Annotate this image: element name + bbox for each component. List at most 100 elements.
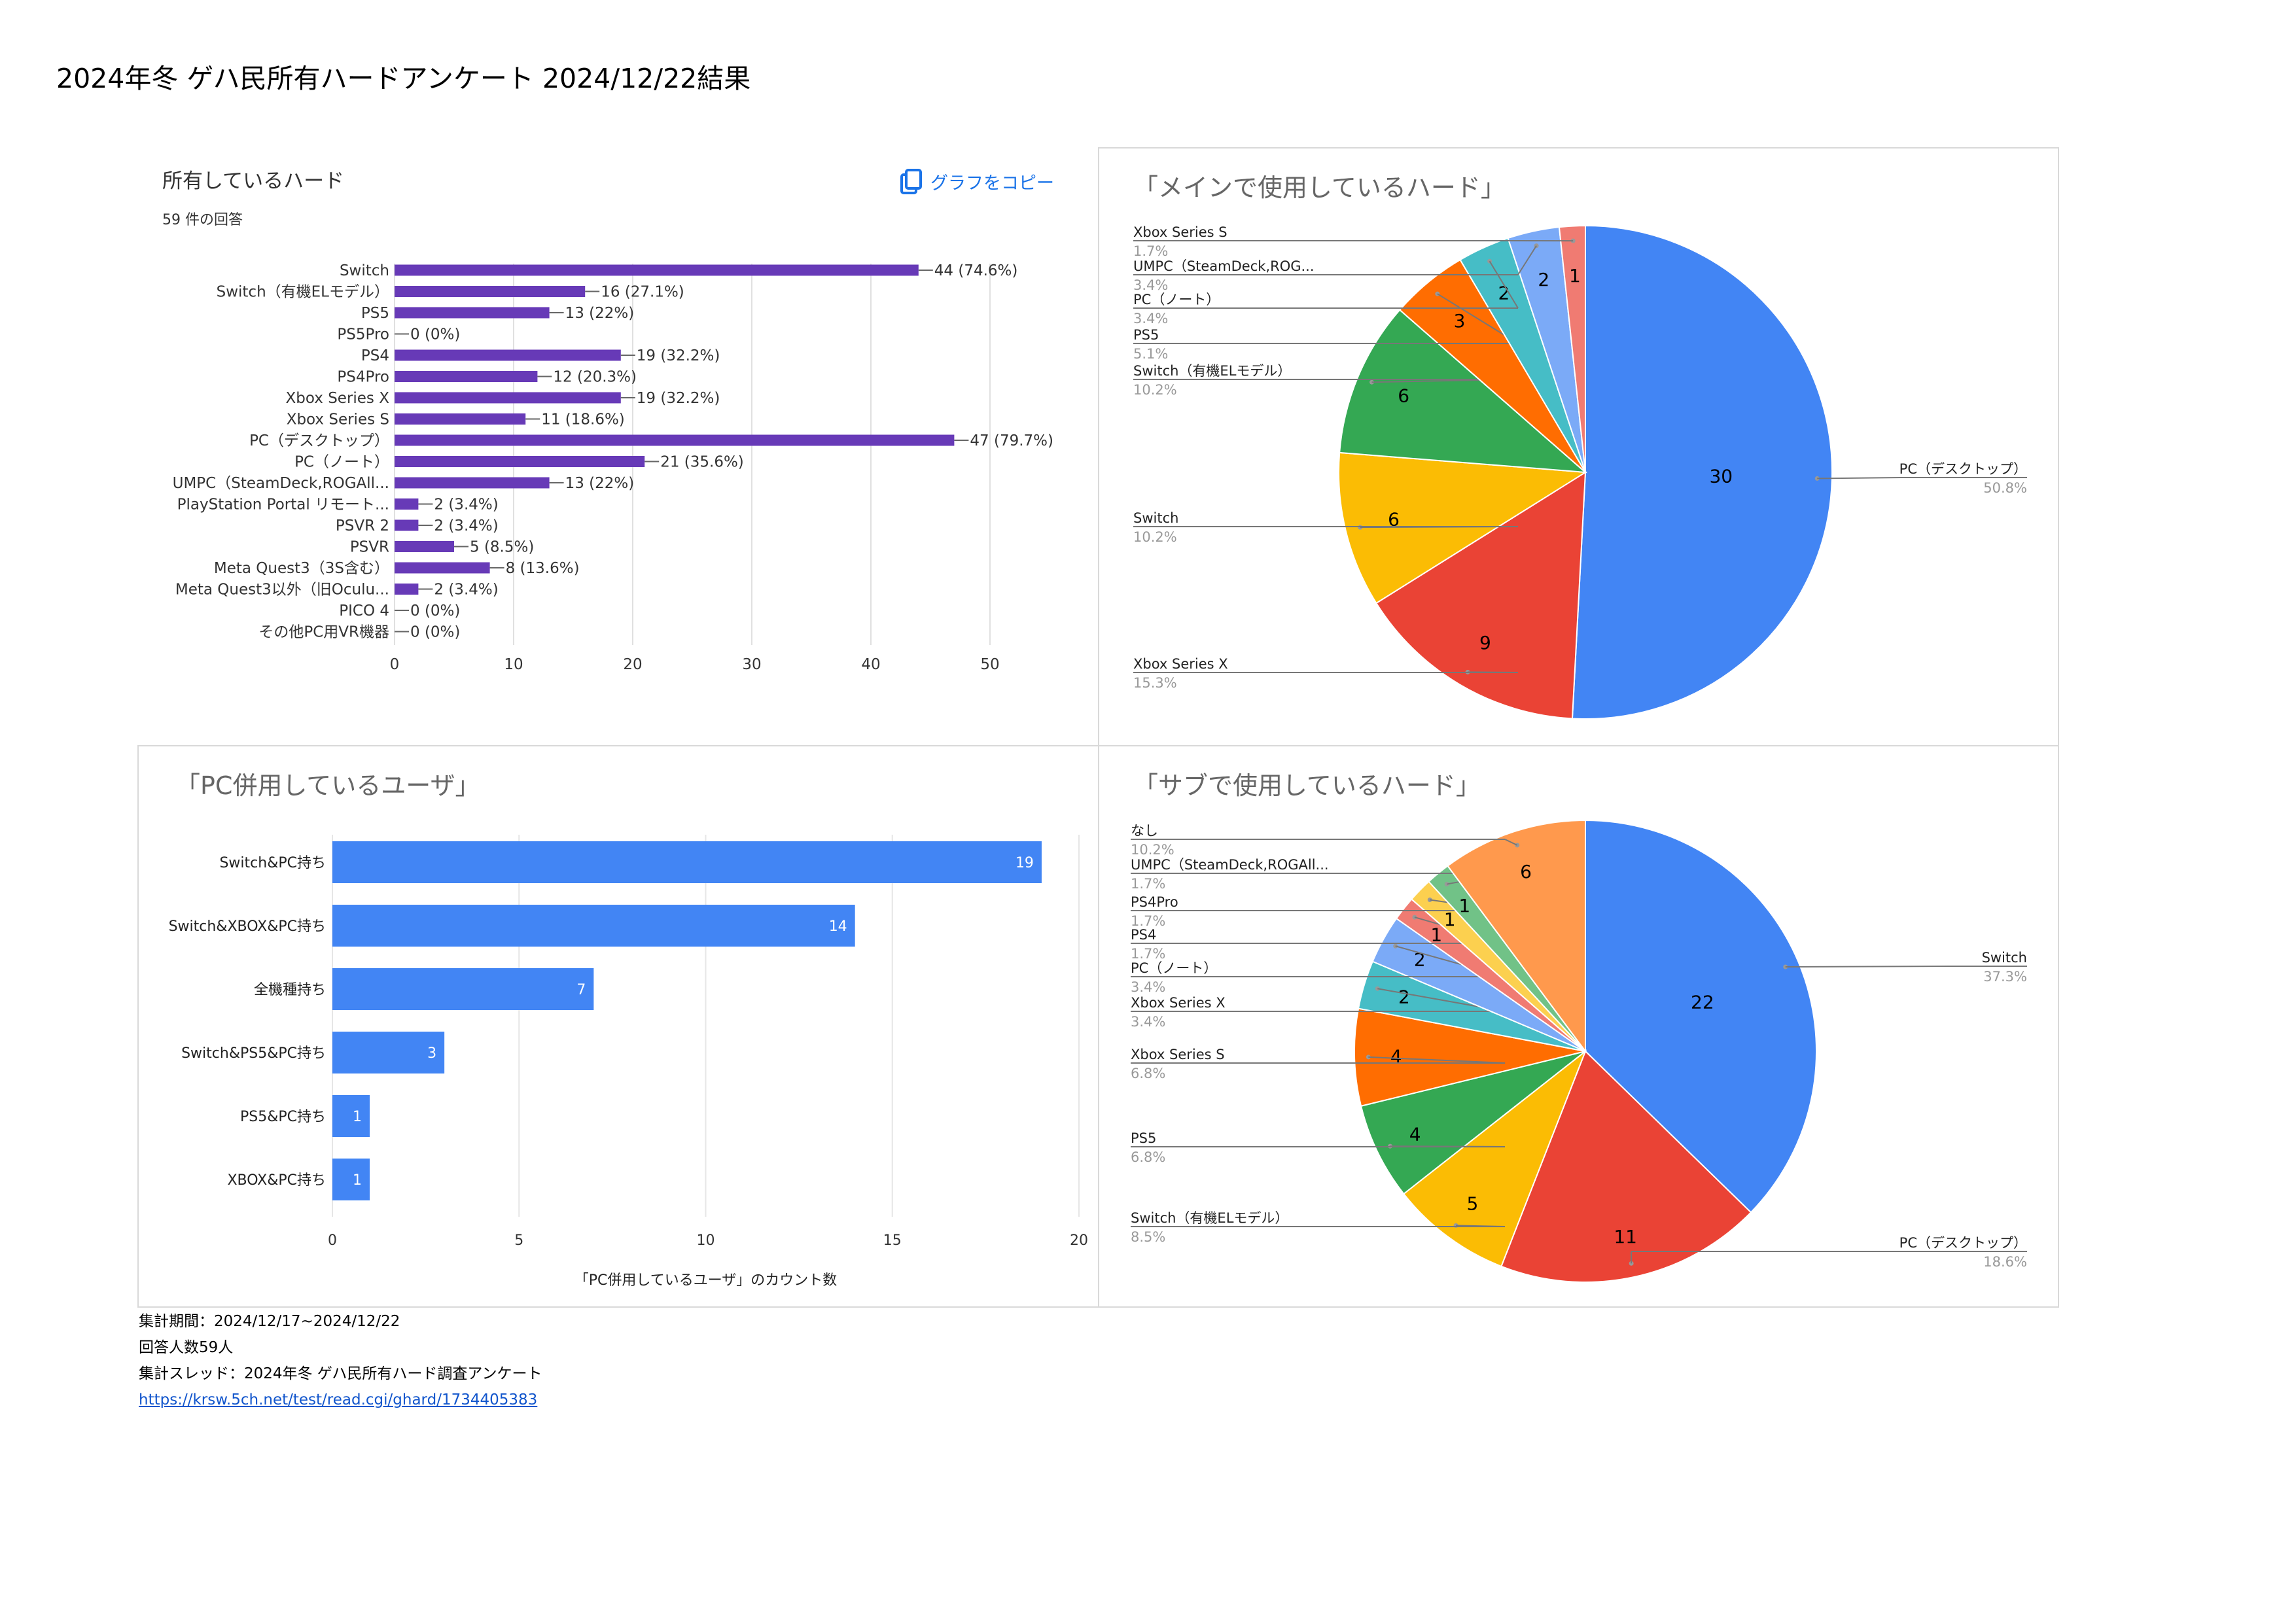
slice-value: 30 <box>1709 466 1733 487</box>
value-label: 0 (0%) <box>410 624 460 641</box>
bar <box>395 498 419 510</box>
slice-label: PS4 <box>1131 927 1156 943</box>
slice-value: 1 <box>1444 909 1456 930</box>
slice-label: PC（デスクトップ） <box>1899 1235 2027 1251</box>
slice-percent: 10.2% <box>1131 842 1174 858</box>
pie-slice <box>1375 471 1587 720</box>
leader-line <box>1504 839 1518 846</box>
slice-percent: 10.2% <box>1133 529 1177 545</box>
slice-label: PS5 <box>1131 1130 1156 1146</box>
category-label: Switch（有機ELモデル） <box>217 284 389 301</box>
value-label: 0 (0%) <box>410 602 460 620</box>
bar-value-label: 1 <box>353 1109 362 1125</box>
slice-label: Xbox Series X <box>1133 656 1228 672</box>
copy-chart-button[interactable]: グラフをコピー <box>930 173 1054 194</box>
chart-title: 「PC併用しているユーザ」 <box>175 771 480 800</box>
pie-slice <box>1558 224 1586 473</box>
bar-value-label: 19 <box>1016 855 1034 871</box>
bar <box>395 434 955 446</box>
value-label: 19 (32.2%) <box>637 347 720 364</box>
slice-percent: 18.6% <box>1983 1254 2027 1270</box>
category-label: Switch&PS5&PC持ち <box>181 1045 326 1062</box>
category-label: UMPC（SteamDeck,ROGAll... <box>173 475 389 492</box>
bar-value-label: 3 <box>427 1045 436 1062</box>
slice-percent: 10.2% <box>1133 382 1177 398</box>
bar <box>395 413 526 425</box>
thread-link[interactable]: https://krsw.5ch.net/test/read.cgi/ghard… <box>139 1391 538 1408</box>
pie-slice <box>1585 819 1817 1213</box>
bar-value-label: 14 <box>829 918 847 935</box>
slice-percent: 1.7% <box>1131 946 1165 962</box>
slice-label: Xbox Series S <box>1131 1047 1225 1062</box>
chart-title: 「サブで使用しているハード」 <box>1133 771 1481 800</box>
bar <box>395 371 538 382</box>
page-title: 2024年冬 ゲハ民所有ハードアンケート 2024/12/22結果 <box>56 63 751 94</box>
main-hardware-panel: 「メインで使用しているハード」 30 PC（デスクトップ） 50.8% 9 Xbox Se… <box>1098 147 2059 746</box>
value-label: 44 (74.6%) <box>934 262 1018 279</box>
slice-value: 6 <box>1398 385 1409 407</box>
bar <box>395 541 454 552</box>
pie-slice <box>1338 451 1588 604</box>
slice-label: UMPC（SteamDeck,ROGAll... <box>1131 857 1329 873</box>
slice-value: 11 <box>1614 1226 1637 1248</box>
owned-hardware-chart: 所有しているハード 59 件の回答 グラフをコピー 0 10 20 30 40 50 Switch… <box>162 169 1054 673</box>
category-label: PICO 4 <box>339 602 389 620</box>
slice-percent: 8.5% <box>1131 1229 1165 1245</box>
category-label: Xbox Series X <box>286 390 390 407</box>
slice-percent: 6.8% <box>1131 1066 1165 1081</box>
chart-title: 「メインで使用しているハード」 <box>1133 173 1506 202</box>
leader-dot <box>1412 915 1417 920</box>
slice-percent: 37.3% <box>1983 969 2027 985</box>
slice-value: 22 <box>1691 992 1714 1013</box>
x-axis-label: 「PC併用しているユーザ」のカウント数 <box>574 1272 838 1289</box>
category-label: Switch&XBOX&PC持ち <box>169 918 326 935</box>
slice-percent: 1.7% <box>1131 876 1165 892</box>
category-label: PC（デスクトップ） <box>249 432 389 449</box>
copy-icon[interactable] <box>900 169 922 194</box>
slice-label: PC（デスクトップ） <box>1899 461 2027 477</box>
leader-line <box>1785 966 1951 968</box>
bar <box>395 477 550 489</box>
pie-slice <box>1500 1050 1752 1283</box>
x-tick-label: 30 <box>742 656 761 673</box>
chart-title: 所有しているハード <box>162 169 344 193</box>
value-label: 13 (22%) <box>565 305 635 322</box>
slice-label: Switch（有機ELモデル） <box>1133 363 1291 379</box>
slice-percent: 3.4% <box>1133 277 1168 293</box>
slice-percent: 3.4% <box>1133 311 1168 326</box>
category-label: Meta Quest3（3S含む） <box>214 560 389 577</box>
slice-percent: 3.4% <box>1131 1014 1165 1030</box>
value-label: 8 (13.6%) <box>506 560 580 577</box>
x-tick-label: 0 <box>390 656 400 673</box>
value-label: 11 (18.6%) <box>541 411 625 428</box>
x-tick-label: 5 <box>514 1232 523 1249</box>
bar <box>332 1159 370 1200</box>
value-label: 5 (8.5%) <box>470 539 534 556</box>
category-label: Xbox Series S <box>287 411 389 428</box>
owned-hardware-panel: 所有しているハード 59 件の回答 グラフをコピー 0 10 20 30 40 50 Switch… <box>137 147 1093 746</box>
category-label: PS5Pro <box>337 326 389 343</box>
leader-dot <box>1444 882 1449 887</box>
bar <box>395 307 550 319</box>
slice-label: Switch <box>1133 510 1178 526</box>
value-label: 2 (3.4%) <box>434 497 498 514</box>
bar <box>395 349 621 361</box>
slice-value: 1 <box>1430 924 1442 945</box>
bar <box>332 1032 445 1073</box>
leader-line <box>1517 245 1537 275</box>
bar <box>395 519 419 531</box>
slice-percent: 15.3% <box>1133 675 1177 691</box>
slice-label: Xbox Series S <box>1133 224 1227 240</box>
pie-slice <box>1360 1051 1586 1195</box>
x-tick-label: 20 <box>623 656 642 673</box>
slice-value: 4 <box>1390 1046 1402 1068</box>
slice-value: 6 <box>1520 861 1532 882</box>
slice-value: 5 <box>1466 1193 1478 1214</box>
slice-label: なし <box>1131 823 1158 839</box>
slice-value: 4 <box>1409 1124 1421 1145</box>
x-tick-label: 15 <box>883 1232 902 1249</box>
bar-value-label: 1 <box>353 1172 362 1189</box>
bar <box>332 968 594 1010</box>
slice-value: 1 <box>1458 895 1470 916</box>
category-label: 全機種持ち <box>254 982 326 998</box>
